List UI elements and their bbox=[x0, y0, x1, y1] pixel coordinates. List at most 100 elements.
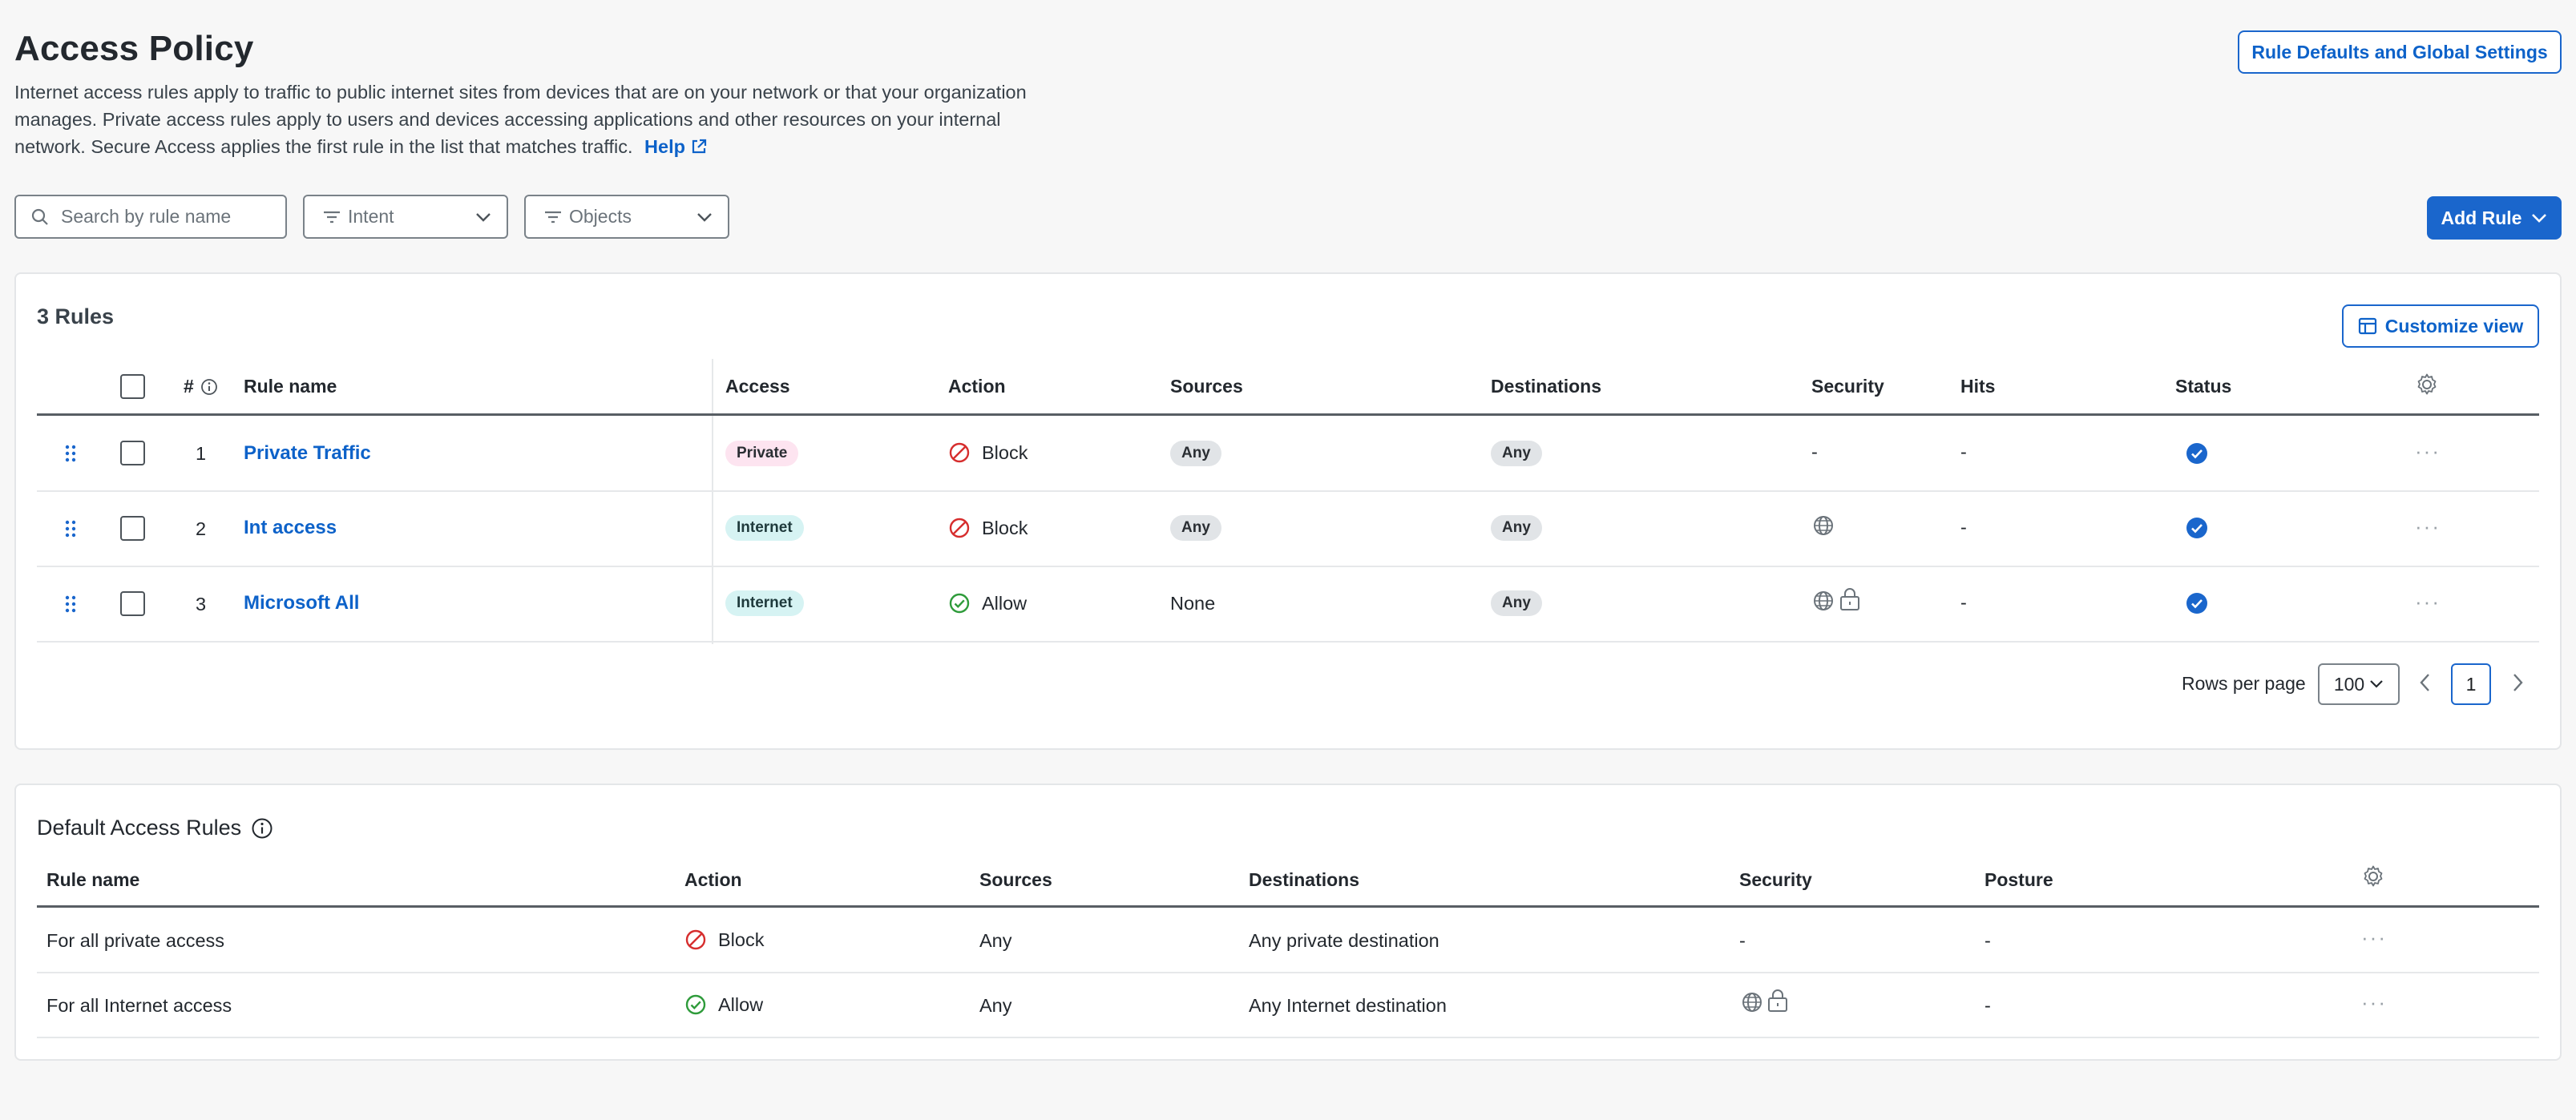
more-icon[interactable]: ··· bbox=[2361, 925, 2387, 949]
customize-view-button[interactable]: Customize view bbox=[2342, 304, 2539, 348]
default-rules-title: Default Access Rules bbox=[37, 816, 242, 840]
check-circle-icon bbox=[2186, 518, 2207, 538]
chevron-down-icon bbox=[476, 212, 491, 222]
column-header-rule-name[interactable]: Rule name bbox=[244, 376, 337, 397]
more-icon[interactable]: ··· bbox=[2415, 590, 2441, 614]
column-header-security[interactable]: Security bbox=[1811, 376, 1884, 397]
filter-icon bbox=[545, 211, 561, 223]
gear-icon[interactable] bbox=[2415, 373, 2439, 397]
block-icon bbox=[949, 442, 970, 463]
drag-handle-icon[interactable] bbox=[63, 519, 78, 538]
filter-icon bbox=[324, 211, 340, 223]
check-circle-icon bbox=[2186, 443, 2207, 464]
table-row[interactable] bbox=[37, 415, 2539, 490]
info-icon bbox=[200, 378, 217, 395]
intent-filter[interactable]: Intent bbox=[303, 195, 508, 239]
page-number-current[interactable]: 1 bbox=[2451, 663, 2491, 705]
more-icon[interactable]: ··· bbox=[2415, 514, 2441, 538]
default-header-rule-name: Rule name bbox=[46, 869, 140, 890]
info-icon[interactable] bbox=[251, 817, 273, 840]
table-row[interactable] bbox=[37, 567, 2539, 641]
allow-icon bbox=[685, 994, 706, 1015]
default-rule-name: For all Internet access bbox=[46, 995, 232, 1016]
posture-value: - bbox=[1984, 995, 1991, 1016]
chevron-down-icon bbox=[2370, 680, 2383, 688]
table-row[interactable] bbox=[37, 492, 2539, 566]
default-header-posture: Posture bbox=[1984, 869, 2053, 890]
more-icon[interactable]: ··· bbox=[2415, 439, 2441, 463]
default-header-sources: Sources bbox=[979, 869, 1052, 890]
chevron-right-icon[interactable] bbox=[2509, 671, 2526, 694]
search-icon bbox=[31, 208, 48, 225]
rows-per-page-label: Rows per page bbox=[2182, 673, 2306, 694]
table-header-divider bbox=[37, 413, 2539, 416]
layout-icon bbox=[2358, 317, 2376, 335]
sources-badge: Any bbox=[1170, 515, 1221, 541]
row-divider bbox=[37, 566, 2539, 567]
access-badge: Internet bbox=[725, 590, 804, 616]
rule-number: 2 bbox=[196, 518, 207, 539]
row-checkbox[interactable] bbox=[120, 441, 145, 465]
column-header-status[interactable]: Status bbox=[2175, 376, 2232, 397]
row-divider bbox=[37, 972, 2539, 973]
lock-icon bbox=[1840, 588, 1859, 610]
rules-card bbox=[14, 272, 2562, 750]
chevron-left-icon[interactable] bbox=[2417, 671, 2433, 694]
globe-icon bbox=[1742, 993, 1762, 1012]
sources-value: None bbox=[1170, 593, 1216, 614]
column-header-number: # bbox=[184, 376, 218, 397]
action-cell: Allow bbox=[684, 993, 763, 1016]
security-value: - bbox=[1739, 930, 1746, 951]
page-title: Access Policy bbox=[14, 29, 254, 68]
destinations-value: Any private destination bbox=[1249, 930, 1439, 951]
rule-name-link[interactable]: Private Traffic bbox=[244, 442, 371, 464]
search-placeholder: Search by rule name bbox=[61, 206, 232, 227]
action-cell: Block bbox=[948, 517, 1028, 539]
rule-number: 1 bbox=[196, 443, 207, 464]
globe-icon bbox=[1814, 591, 1833, 610]
row-divider bbox=[37, 1037, 2539, 1038]
rule-number: 3 bbox=[196, 594, 207, 614]
check-circle-icon bbox=[2186, 593, 2207, 614]
posture-value: - bbox=[1984, 930, 1991, 951]
destinations-badge: Any bbox=[1491, 515, 1542, 541]
destinations-badge: Any bbox=[1491, 590, 1542, 616]
select-all-checkbox[interactable] bbox=[120, 374, 145, 399]
rule-name-link[interactable]: Microsoft All bbox=[244, 592, 360, 614]
add-rule-button[interactable]: Add Rule bbox=[2427, 196, 2562, 240]
row-divider bbox=[37, 490, 2539, 492]
hits-value: - bbox=[1960, 517, 1967, 538]
rule-name-link[interactable]: Int access bbox=[244, 517, 337, 538]
objects-filter[interactable]: Objects bbox=[524, 195, 729, 239]
row-divider bbox=[37, 641, 2539, 643]
chevron-down-icon bbox=[697, 212, 712, 222]
access-badge: Private bbox=[725, 441, 799, 466]
default-rules-card bbox=[14, 784, 2562, 1061]
column-header-destinations[interactable]: Destinations bbox=[1491, 376, 1602, 397]
help-link[interactable]: Help bbox=[644, 136, 708, 157]
column-header-hits[interactable]: Hits bbox=[1960, 376, 1996, 397]
external-link-icon bbox=[692, 139, 707, 154]
search-input[interactable]: Search by rule name bbox=[14, 195, 287, 239]
default-table-header-divider bbox=[37, 905, 2539, 908]
drag-handle-icon[interactable] bbox=[63, 444, 78, 463]
row-checkbox[interactable] bbox=[120, 591, 145, 616]
chevron-down-icon bbox=[2532, 214, 2547, 223]
page-description: Internet access rules apply to traffic t… bbox=[14, 79, 1048, 160]
hits-value: - bbox=[1960, 441, 1967, 462]
more-icon[interactable]: ··· bbox=[2361, 990, 2387, 1014]
column-header-action[interactable]: Action bbox=[948, 376, 1006, 397]
rows-per-page-select[interactable]: 100 bbox=[2318, 663, 2400, 705]
gear-icon[interactable] bbox=[2361, 864, 2385, 888]
block-icon bbox=[949, 518, 970, 538]
action-cell: Allow bbox=[948, 592, 1027, 614]
objects-filter-label: Objects bbox=[569, 206, 632, 227]
default-header-action: Action bbox=[684, 869, 742, 890]
default-rule-name: For all private access bbox=[46, 930, 225, 951]
row-checkbox[interactable] bbox=[120, 516, 145, 541]
sources-value: Any bbox=[979, 995, 1012, 1016]
rule-defaults-settings-button[interactable]: Rule Defaults and Global Settings bbox=[2238, 30, 2562, 74]
drag-handle-icon[interactable] bbox=[63, 594, 78, 614]
column-header-access[interactable]: Access bbox=[725, 376, 790, 397]
column-header-sources[interactable]: Sources bbox=[1170, 376, 1243, 397]
